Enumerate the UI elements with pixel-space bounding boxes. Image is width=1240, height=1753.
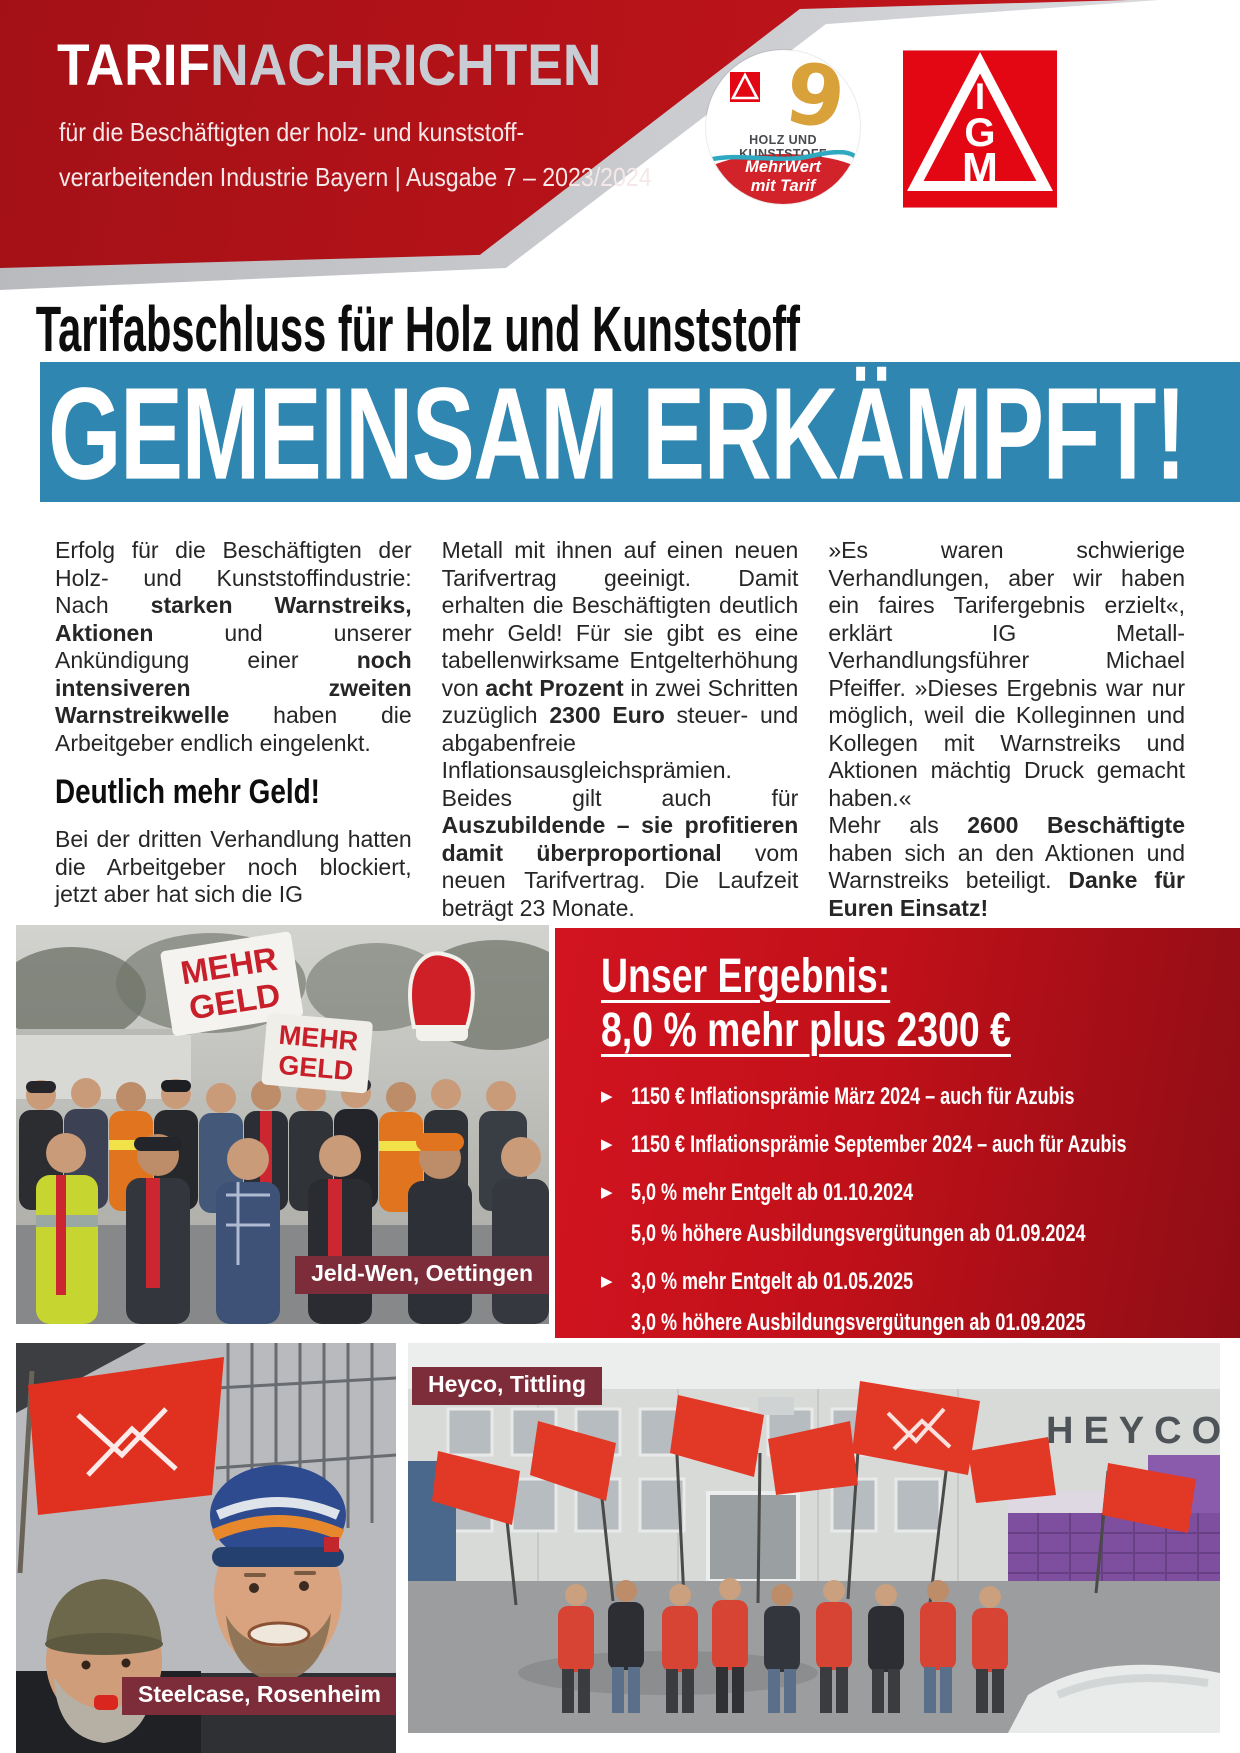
result-box-title-line2: 8,0 % mehr plus 2300 € [601, 1004, 1011, 1057]
newsletter-title: TARIFNACHRICHTEN [57, 36, 671, 96]
badge-slogan-line2: mit Tarif [750, 177, 816, 195]
column-1: Erfolg für die Beschäftigten der Holz- u… [55, 537, 412, 922]
newsletter-subtitle-line2: verarbeitenden Industrie Bayern | Ausgab… [59, 162, 652, 192]
column-1-paragraph-2: Bei der dritten Verhandlung hatten die A… [55, 826, 412, 907]
column-3-paragraph-2: Mehr als 2600 Beschäftigte haben sich an… [828, 812, 1186, 921]
column-1-paragraph-1: Erfolg für die Beschäftigten der Holz- u… [55, 537, 412, 756]
bottom-band: Steelcase, Rosenheim [0, 1343, 1240, 1753]
article-columns: Erfolg für die Beschäftigten der Holz- u… [0, 502, 1240, 922]
masthead: TARIFNACHRICHTEN für die Beschäftigten d… [0, 0, 1240, 290]
result-item: ▶ 5,0 % mehr Entgelt ab 01.10.2024 [601, 1179, 914, 1206]
badge-red-base [706, 154, 860, 204]
badge-gold-swirl-icon: 9 [779, 50, 851, 149]
result-box-title-line1: Unser Ergebnis: [601, 950, 891, 1003]
heyco-rally-illustration: HEYCO [408, 1343, 1220, 1733]
newsletter-subtitle: für die Beschäftigten der holz- und kuns… [59, 110, 652, 200]
igm-letter-m: M [962, 145, 998, 193]
badge-slogan: MehrWert mit Tarif [706, 158, 860, 196]
result-subitem: ▶5,0 % höhere Ausbildungsvergütungen ab … [631, 1220, 1086, 1247]
ig-metall-logo: I G M [903, 50, 1057, 208]
bullet-arrow-icon: ▶ [601, 1088, 613, 1105]
heyco-building-sign: HEYCO [1046, 1410, 1220, 1452]
bullet-arrow-icon: ▶ [601, 1273, 613, 1290]
result-item: ▶ 3,0 % mehr Entgelt ab 01.05.2025 [601, 1268, 914, 1295]
protest-sign-text-2b: GELD [277, 1050, 354, 1086]
bullet-arrow-icon: ▶ [601, 1136, 613, 1153]
column-2-paragraph-1: Metall mit ihnen auf einen neuen Tarifve… [441, 537, 799, 921]
newsletter-title-part2: NACHRICHTEN [210, 33, 602, 98]
headline-banner: GEMEINSAM ERKÄMPFT! [40, 362, 1240, 502]
kicker-headline: Tarifabschluss für Holz und Kunststoff [35, 293, 800, 365]
photo-heyco: HEYCO [408, 1343, 1220, 1733]
badge-slogan-line1: MehrWert [745, 158, 821, 176]
badge-wave-icon [707, 150, 860, 163]
photo-caption-jeld-wen: Jeld-Wen, Oettingen [295, 1256, 549, 1294]
column-3-paragraph-1: »Es waren schwierige Verhandlungen, aber… [828, 537, 1186, 811]
newsletter-title-part1: TARIF [57, 33, 211, 98]
igm-letter-i: I [975, 76, 985, 117]
result-subitem: ▶3,0 % höhere Ausbildungsvergütungen ab … [631, 1309, 1086, 1336]
newsletter-subtitle-line1: für die Beschäftigten der holz- und kuns… [59, 117, 525, 147]
kicker-row: Tarifabschluss für Holz und Kunststoff [0, 290, 1240, 362]
masthead-text: TARIFNACHRICHTEN für die Beschäftigten d… [57, 36, 725, 200]
photo-steelcase: Steelcase, Rosenheim [16, 1343, 396, 1753]
mid-band: MEHR GELD MEHR GELD [0, 922, 1240, 1338]
photo-caption-steelcase: Steelcase, Rosenheim [122, 1677, 396, 1715]
headline-banner-text: GEMEINSAM ERKÄMPFT! [48, 362, 1186, 502]
column-1-subhead: Deutlich mehr Geld! [55, 773, 320, 811]
column-3: »Es waren schwierige Verhandlungen, aber… [828, 537, 1185, 922]
photo-jeld-wen: MEHR GELD MEHR GELD [16, 925, 549, 1324]
fist-sign-icon [408, 951, 475, 1041]
column-2: Metall mit ihnen auf einen neuen Tarifve… [442, 537, 799, 922]
bullet-arrow-icon: ▶ [601, 1184, 613, 1201]
badge-igm-mini-logo-icon [730, 72, 760, 102]
result-box: Unser Ergebnis: 8,0 % mehr plus 2300 € ▶… [555, 928, 1240, 1338]
protest-sign-text-2a: MEHR [278, 1020, 360, 1057]
photo-caption-heyco: Heyco, Tittling [412, 1367, 603, 1405]
holz-kunststoff-badge: 9 HOLZ UND KUNSTSTOFF MehrWert mit Tarif [706, 50, 860, 204]
igm-letter-g: G [964, 111, 995, 155]
result-item: ▶ 1150 € Inflationsprämie März 2024 – auc… [601, 1083, 1075, 1110]
result-item: ▶ 1150 € Inflationsprämie September 2024 … [601, 1131, 1127, 1158]
result-list: ▶ 1150 € Inflationsprämie März 2024 – auc… [601, 1082, 1210, 1338]
